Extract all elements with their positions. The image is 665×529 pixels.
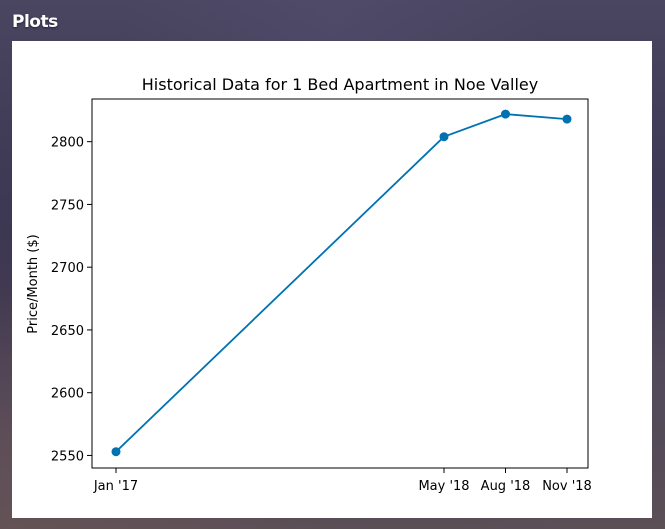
data-point <box>111 447 121 457</box>
y-tick-label: 2600 <box>51 387 84 402</box>
series-line <box>115 113 568 453</box>
y-tick-label: 2700 <box>51 261 84 276</box>
data-point <box>501 109 510 119</box>
x-tick-label: Aug '18 <box>481 479 531 494</box>
x-tick-label: Nov '18 <box>542 479 592 494</box>
plot-marks <box>111 109 572 457</box>
y-tick-label: 2750 <box>51 198 84 213</box>
x-axis-ticks: Jan '17 May '18 Aug '18 Nov '18 <box>93 468 592 494</box>
plot-frame <box>91 98 589 469</box>
y-axis-ticks: 2550 2600 2650 2700 2750 2800 <box>51 136 92 464</box>
plot-card: Historical Data for 1 Bed Apartment in N… <box>12 41 652 518</box>
y-axis-label: Price/Month ($) <box>26 234 41 333</box>
y-tick-label: 2550 <box>51 449 84 464</box>
y-tick-label: 2650 <box>51 324 84 339</box>
data-point <box>439 132 449 142</box>
y-tick-label: 2800 <box>51 136 84 151</box>
data-point <box>562 114 572 124</box>
panel-title: Plots <box>12 12 58 32</box>
x-tick-label: Jan '17 <box>93 479 138 494</box>
x-tick-label: May '18 <box>418 479 469 494</box>
line-chart: Historical Data for 1 Bed Apartment in N… <box>26 75 592 494</box>
chart-title: Historical Data for 1 Bed Apartment in N… <box>142 75 539 94</box>
